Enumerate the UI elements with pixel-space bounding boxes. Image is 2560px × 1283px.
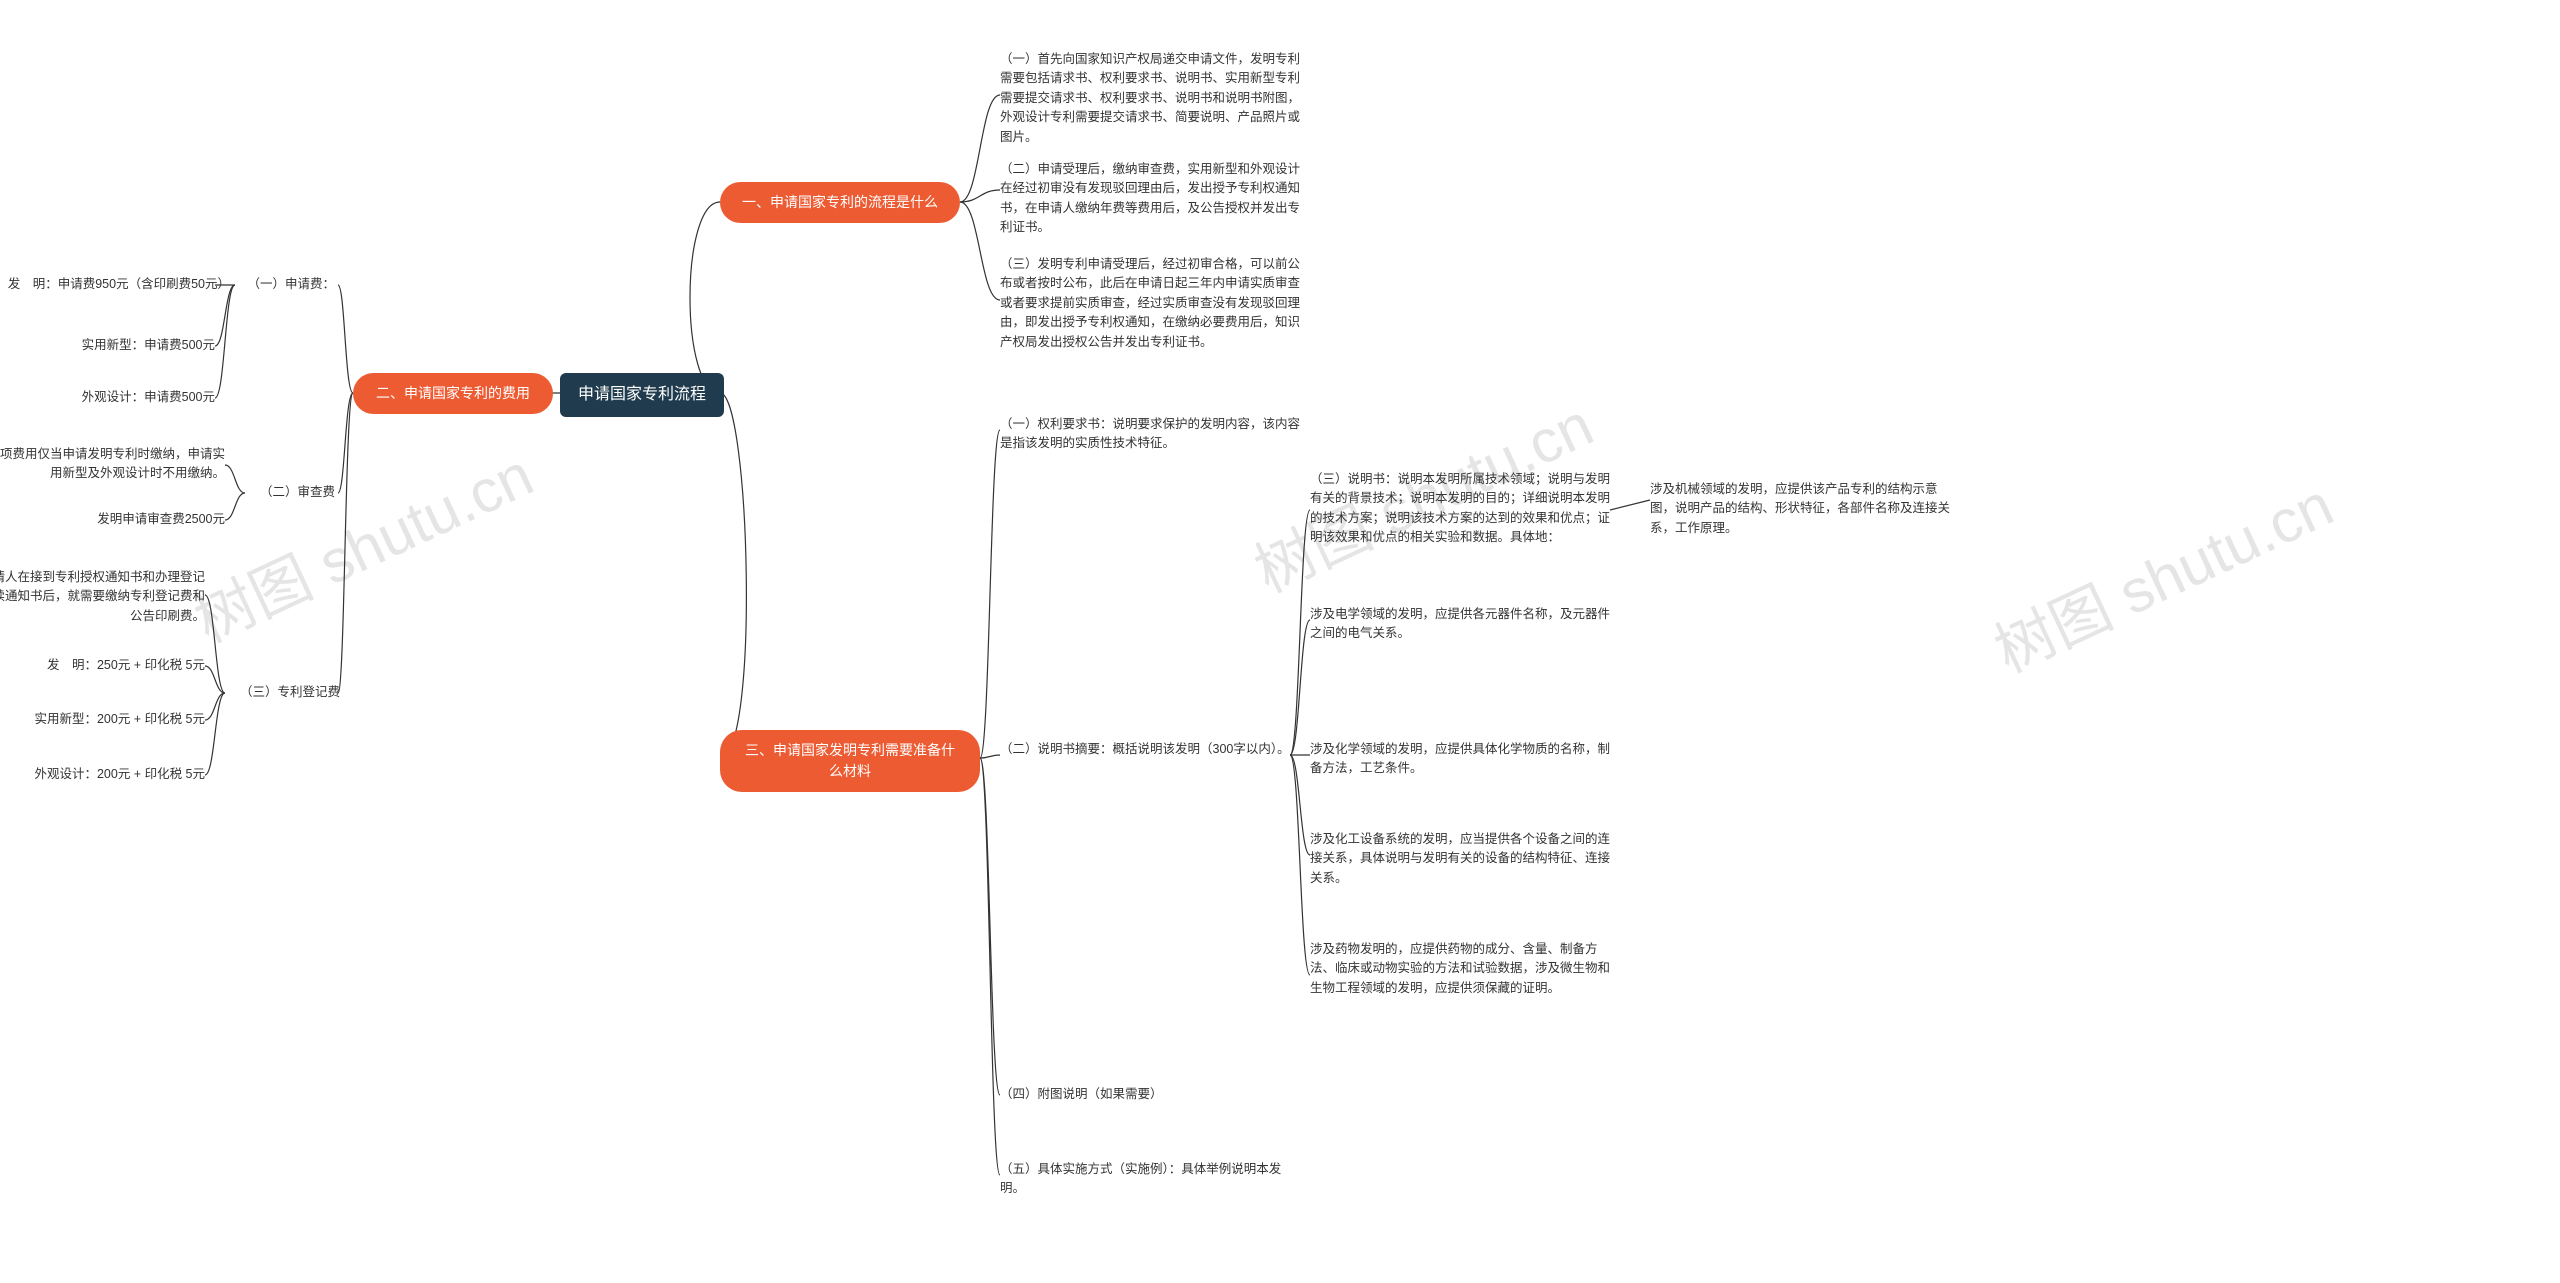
leaf-r3c3-text: 涉及化学领域的发明，应提供具体化学物质的名称，制备方法，工艺条件。	[1310, 740, 1610, 779]
leaf-r3c5-text: 涉及药物发明的，应提供药物的成分、含量、制备方法、临床或动物实验的方法和试验数据…	[1310, 940, 1610, 998]
leaf-r3c5: 涉及药物发明的，应提供药物的成分、含量、制备方法、临床或动物实验的方法和试验数据…	[1310, 940, 1610, 998]
leaf-r3a-text: （一）权利要求书：说明要求保护的发明内容，该内容是指该发明的实质性技术特征。	[1000, 415, 1300, 454]
leaf-l2c-text: （三）专利登记费	[240, 683, 340, 702]
leaf-r1c-text: （三）发明专利申请受理后，经过初审合格，可以前公布或者按时公布，此后在申请日起三…	[1000, 255, 1300, 352]
leaf-r3b-text: （二）说明书摘要：概括说明该发明（300字以内）。	[1000, 740, 1290, 759]
leaf-l2b2: 发明申请审查费2500元	[55, 510, 225, 529]
leaf-r3b: （二）说明书摘要：概括说明该发明（300字以内）。	[1000, 740, 1290, 759]
leaf-r3e-text: （五）具体实施方式（实施例）：具体举例说明本发明。	[1000, 1160, 1300, 1199]
branch-3: 三、申请国家发明专利需要准备什么材料	[720, 730, 980, 792]
leaf-r3e: （五）具体实施方式（实施例）：具体举例说明本发明。	[1000, 1160, 1300, 1199]
leaf-r3d: （四）附图说明（如果需要）	[1000, 1085, 1163, 1104]
branch-1: 一、申请国家专利的流程是什么	[720, 182, 960, 223]
leaf-r1a: （一）首先向国家知识产权局递交申请文件，发明专利需要包括请求书、权利要求书、说明…	[1000, 50, 1300, 147]
leaf-l2b: （二）审查费	[245, 483, 335, 502]
leaf-l2a2-text: 实用新型：申请费500元	[82, 336, 215, 355]
leaf-r3c4-text: 涉及化工设备系统的发明，应当提供各个设备之间的连接关系，具体说明与发明有关的设备…	[1310, 830, 1610, 888]
leaf-l2c1: 申请人在接到专利授权通知书和办理登记手续通知书后，就需要缴纳专利登记费和公告印刷…	[0, 568, 205, 626]
root-node: 申请国家专利流程	[560, 373, 724, 417]
leaf-r1a-text: （一）首先向国家知识产权局递交申请文件，发明专利需要包括请求书、权利要求书、说明…	[1000, 50, 1300, 147]
leaf-l2c2: 发 明：250元 + 印化税 5元	[35, 656, 205, 675]
leaf-r3c1-text: 涉及机械领域的发明，应提供该产品专利的结构示意图，说明产品的结构、形状特征，各部…	[1650, 480, 1950, 538]
leaf-l2b1-text: 该项费用仅当申请发明专利时缴纳，申请实用新型及外观设计时不用缴纳。	[0, 445, 225, 484]
watermark-1: 树图 shutu.cn	[179, 427, 545, 659]
branch-1-label: 一、申请国家专利的流程是什么	[742, 192, 938, 213]
leaf-l2c4-text: 外观设计：200元 + 印化税 5元	[34, 765, 205, 784]
leaf-l2b1: 该项费用仅当申请发明专利时缴纳，申请实用新型及外观设计时不用缴纳。	[0, 445, 225, 484]
leaf-l2a-text: （一）申请费：	[247, 275, 335, 294]
leaf-l2a3: 外观设计：申请费500元	[55, 388, 215, 407]
leaf-l2a: （一）申请费：	[235, 275, 335, 294]
branch-2-label: 二、申请国家专利的费用	[376, 383, 530, 404]
leaf-r3c2: 涉及电学领域的发明，应提供各元器件名称，及元器件之间的电气关系。	[1310, 605, 1610, 644]
leaf-r3c4: 涉及化工设备系统的发明，应当提供各个设备之间的连接关系，具体说明与发明有关的设备…	[1310, 830, 1610, 888]
leaf-r3c2-text: 涉及电学领域的发明，应提供各元器件名称，及元器件之间的电气关系。	[1310, 605, 1610, 644]
leaf-l2a2: 实用新型：申请费500元	[55, 336, 215, 355]
leaf-l2a3-text: 外观设计：申请费500元	[82, 388, 215, 407]
leaf-l2a1-text: 发 明：申请费950元（含印刷费50元）	[8, 275, 230, 294]
root-label: 申请国家专利流程	[578, 383, 706, 407]
watermark-3: 树图 shutu.cn	[1979, 457, 2345, 689]
branch-3-label: 三、申请国家发明专利需要准备什么材料	[740, 740, 960, 782]
leaf-l2c3-text: 实用新型：200元 + 印化税 5元	[34, 710, 205, 729]
leaf-r1c: （三）发明专利申请受理后，经过初审合格，可以前公布或者按时公布，此后在申请日起三…	[1000, 255, 1300, 352]
leaf-r3c1: 涉及机械领域的发明，应提供该产品专利的结构示意图，说明产品的结构、形状特征，各部…	[1650, 480, 1950, 538]
branch-2: 二、申请国家专利的费用	[353, 373, 553, 414]
leaf-r1b-text: （二）申请受理后，缴纳审查费，实用新型和外观设计在经过初审没有发现驳回理由后，发…	[1000, 160, 1300, 238]
leaf-l2b-text: （二）审查费	[260, 483, 335, 502]
leaf-l2a1: 发 明：申请费950元（含印刷费50元）	[0, 275, 230, 294]
leaf-l2c4: 外观设计：200元 + 印化税 5元	[20, 765, 205, 784]
leaf-r3a: （一）权利要求书：说明要求保护的发明内容，该内容是指该发明的实质性技术特征。	[1000, 415, 1300, 454]
leaf-l2c: （三）专利登记费	[225, 683, 340, 702]
leaf-r3c-text: （三）说明书：说明本发明所属技术领域；说明与发明有关的背景技术；说明本发明的目的…	[1310, 470, 1610, 548]
leaf-l2c3: 实用新型：200元 + 印化税 5元	[20, 710, 205, 729]
leaf-r1b: （二）申请受理后，缴纳审查费，实用新型和外观设计在经过初审没有发现驳回理由后，发…	[1000, 160, 1300, 238]
leaf-r3c3: 涉及化学领域的发明，应提供具体化学物质的名称，制备方法，工艺条件。	[1310, 740, 1610, 779]
leaf-r3c: （三）说明书：说明本发明所属技术领域；说明与发明有关的背景技术；说明本发明的目的…	[1310, 470, 1610, 548]
leaf-l2c1-text: 申请人在接到专利授权通知书和办理登记手续通知书后，就需要缴纳专利登记费和公告印刷…	[0, 568, 205, 626]
leaf-l2c2-text: 发 明：250元 + 印化税 5元	[47, 656, 205, 675]
leaf-l2b2-text: 发明申请审查费2500元	[97, 510, 225, 529]
leaf-r3d-text: （四）附图说明（如果需要）	[1000, 1085, 1163, 1104]
